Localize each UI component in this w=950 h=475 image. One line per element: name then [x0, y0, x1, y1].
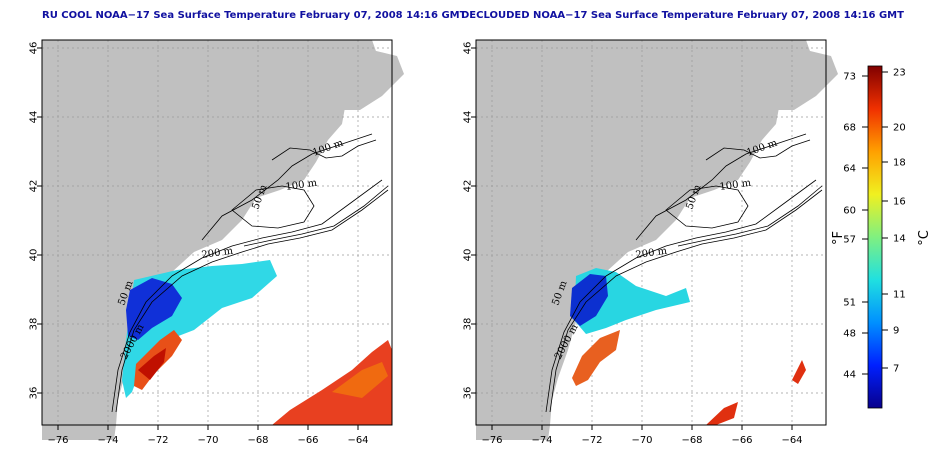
lon-tick-label: −66	[297, 435, 318, 446]
celsius-tick-label: 23	[893, 68, 906, 79]
lat-tick-label: 44	[463, 111, 474, 124]
lat-tick-label: 40	[463, 249, 474, 262]
contour-label-c200: 200 m	[635, 246, 668, 261]
latitude-ticks: 36 38 40 42 44 46	[29, 42, 42, 400]
celsius-unit-label: °C	[917, 230, 932, 246]
lon-tick-label: −76	[481, 435, 502, 446]
sst-overlay	[570, 268, 806, 425]
lon-tick-label: −66	[731, 435, 752, 446]
fahrenheit-tick-label: 57	[843, 235, 856, 246]
celsius-tick-label: 18	[893, 158, 906, 169]
map-frame	[41, 39, 393, 426]
bathymetry-contours	[111, 133, 389, 413]
lat-tick-label: 40	[29, 249, 40, 262]
lon-tick-label: −68	[681, 435, 702, 446]
latitude-ticks: 36 38 40 42 44 46	[463, 42, 476, 400]
fahrenheit-tick-label: 60	[843, 206, 856, 217]
fahrenheit-tick-label: 64	[843, 164, 856, 175]
lon-tick-label: −68	[247, 435, 268, 446]
fahrenheit-tick-label: 44	[843, 370, 856, 381]
lon-tick-label: −72	[147, 435, 168, 446]
celsius-tick-label: 20	[893, 123, 906, 134]
celsius-tick-label: 14	[893, 234, 906, 245]
fahrenheit-tick-label: 51	[843, 298, 856, 309]
contour-label-c200: 200 m	[201, 246, 234, 261]
longitude-ticks: −76 −74 −72 −70 −68 −66 −64	[481, 425, 803, 446]
lat-tick-label: 42	[463, 180, 474, 193]
lon-tick-label: −72	[581, 435, 602, 446]
bathymetry-contours	[545, 133, 823, 413]
lon-tick-label: −76	[47, 435, 68, 446]
lon-tick-label: −74	[97, 435, 118, 446]
fahrenheit-unit-label: °F	[831, 231, 846, 245]
lat-tick-label: 44	[29, 111, 40, 124]
fahrenheit-tick-label: 48	[843, 329, 856, 340]
celsius-tick-label: 11	[893, 290, 906, 301]
lon-tick-label: −70	[631, 435, 652, 446]
lat-tick-label: 46	[29, 42, 40, 55]
lon-tick-label: −64	[347, 435, 368, 446]
celsius-tick-label: 9	[893, 326, 899, 337]
fahrenheit-tick-label: 68	[843, 123, 856, 134]
panel-title-raw: RU COOL NOAA−17 Sea Surface Temperature …	[42, 10, 467, 21]
colorbar-celsius-ticks: 23 20 18 16 14 11 9 7	[882, 68, 906, 375]
fahrenheit-tick-label: 73	[843, 72, 856, 83]
lon-tick-label: −70	[197, 435, 218, 446]
lat-tick-label: 42	[29, 180, 40, 193]
panel-title-declouded: DECLOUDED NOAA−17 Sea Surface Temperatur…	[461, 10, 904, 21]
lon-tick-label: −74	[531, 435, 552, 446]
colorbar-fahrenheit-ticks: 73 68 64 60 57 51 48 44	[843, 72, 868, 381]
celsius-tick-label: 7	[893, 364, 899, 375]
celsius-tick-label: 16	[893, 197, 906, 208]
lat-tick-label: 38	[463, 318, 474, 331]
lat-tick-label: 38	[29, 318, 40, 331]
colorbar-ramp	[867, 65, 883, 409]
longitude-ticks: −76 −74 −72 −70 −68 −66 −64	[47, 425, 369, 446]
colorbar: 73 68 64 60 57 51 48 44 23 20 18 16 14 11 9 7 °F °C	[831, 65, 932, 409]
contour-label-c100b: 100 m	[719, 178, 752, 193]
contour-label-c100b: 100 m	[285, 178, 318, 193]
lat-tick-label: 36	[463, 387, 474, 400]
map-frame	[475, 39, 827, 426]
lat-tick-label: 46	[463, 42, 474, 55]
lat-tick-label: 36	[29, 387, 40, 400]
lon-tick-label: −64	[781, 435, 802, 446]
